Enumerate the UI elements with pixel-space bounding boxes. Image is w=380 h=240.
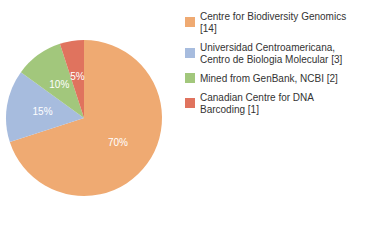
svg-text:Mined from GenBank, NCBI [2]: Mined from GenBank, NCBI [2] bbox=[200, 73, 338, 84]
svg-text:Centro de Biologia Molecular [: Centro de Biologia Molecular [3] bbox=[200, 54, 343, 65]
svg-text:5%: 5% bbox=[70, 71, 85, 82]
svg-text:Universidad Centroamericana,: Universidad Centroamericana, bbox=[200, 42, 338, 53]
svg-text:Canadian Centre for DNA: Canadian Centre for DNA bbox=[200, 92, 316, 103]
svg-text:10%: 10% bbox=[49, 79, 69, 90]
svg-text:Barcoding [1]: Barcoding [1] bbox=[200, 104, 259, 115]
svg-text:15%: 15% bbox=[33, 106, 53, 117]
svg-text:Centre for Biodiversity Genomi: Centre for Biodiversity Genomics bbox=[200, 11, 349, 22]
svg-text:70%: 70% bbox=[108, 137, 128, 148]
svg-text:[14]: [14] bbox=[200, 23, 217, 34]
